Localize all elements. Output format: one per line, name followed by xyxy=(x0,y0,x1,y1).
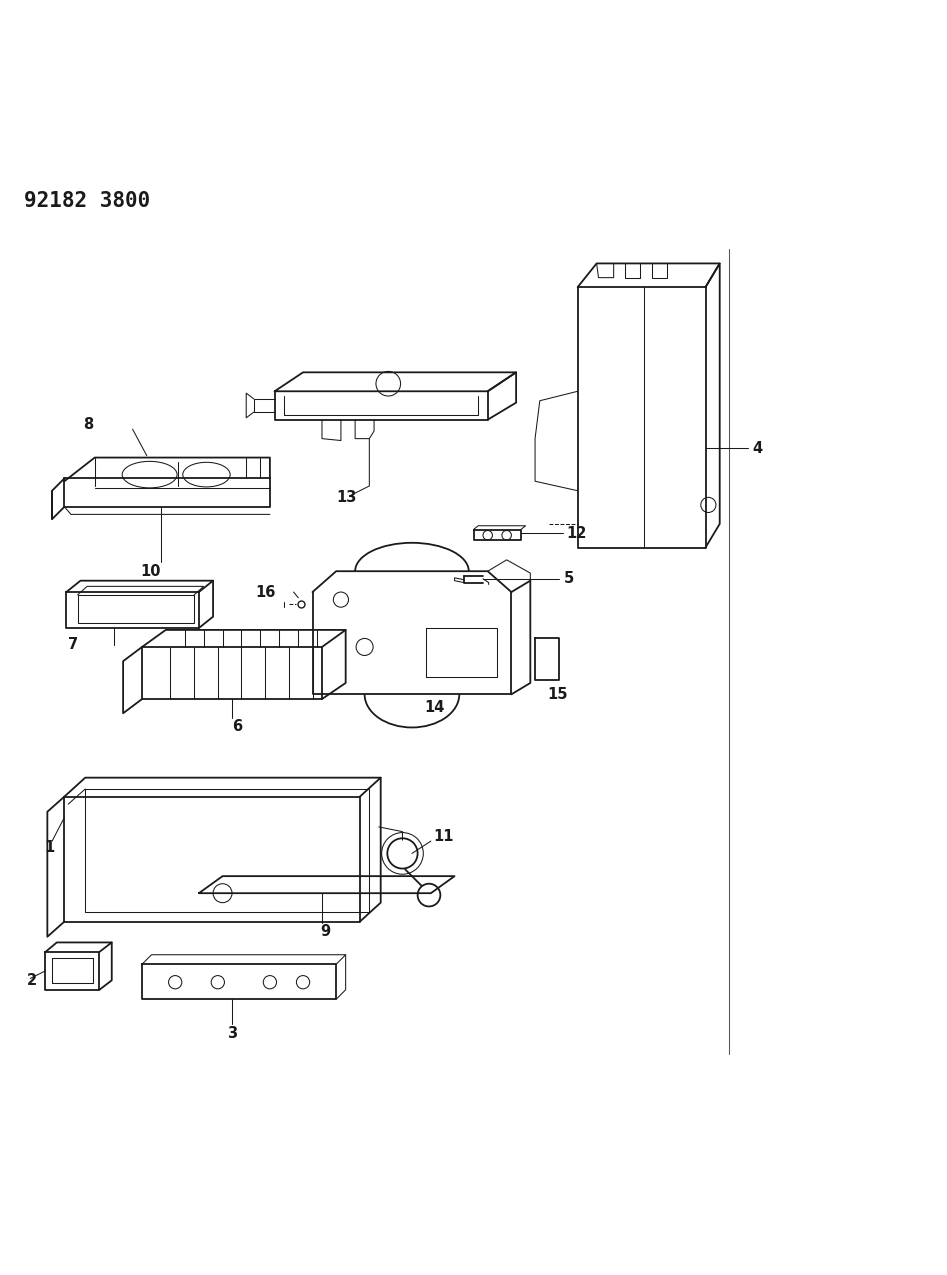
Text: 8: 8 xyxy=(83,417,94,432)
Text: 9: 9 xyxy=(320,923,331,938)
Text: 92182 3800: 92182 3800 xyxy=(24,190,150,210)
Text: 2: 2 xyxy=(27,973,37,988)
Text: 14: 14 xyxy=(424,700,445,715)
Text: 7: 7 xyxy=(68,636,79,652)
Text: 15: 15 xyxy=(547,687,568,701)
Text: 5: 5 xyxy=(563,571,574,587)
Text: 16: 16 xyxy=(256,584,277,599)
Text: 10: 10 xyxy=(140,564,161,579)
Text: 12: 12 xyxy=(566,525,587,541)
Text: 13: 13 xyxy=(336,490,357,505)
Text: 3: 3 xyxy=(227,1026,238,1040)
Text: 11: 11 xyxy=(434,829,455,844)
Text: 6: 6 xyxy=(232,719,242,734)
Text: 4: 4 xyxy=(753,441,763,455)
Text: 1: 1 xyxy=(45,840,55,856)
